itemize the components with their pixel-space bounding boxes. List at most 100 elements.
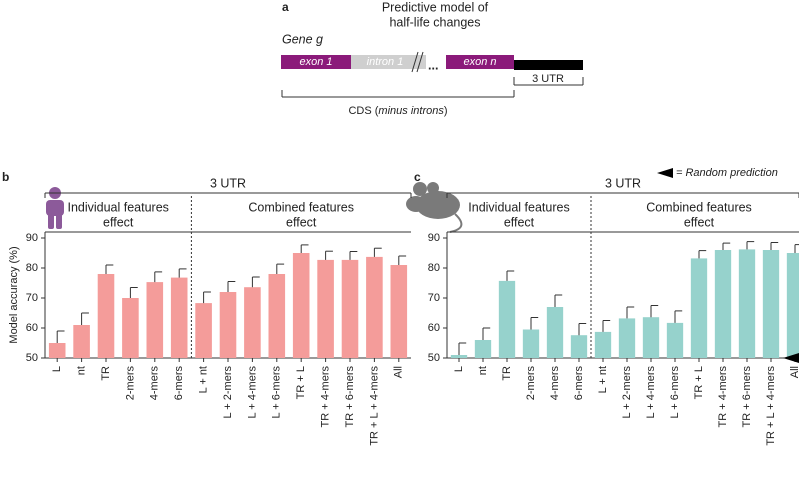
intron-label: intron 1 [367, 56, 404, 68]
y-tick-label: 70 [26, 292, 38, 304]
y-tick-label: 90 [26, 232, 38, 244]
bar [594, 331, 612, 358]
header: 3 UTR [605, 176, 641, 190]
mouse-icon [406, 182, 463, 233]
panel-label: b [2, 170, 9, 184]
diagram-title: Predictive model of [382, 0, 489, 14]
utr-label: 3 UTR [532, 73, 564, 85]
break [416, 51, 424, 73]
x-tick-label: nt [477, 366, 489, 375]
cds-label: CDS (minus introns) [348, 105, 447, 117]
group-title: Individual features [67, 200, 168, 214]
bar [97, 274, 115, 358]
x-tick-label: 6-mers [173, 366, 185, 401]
intron [351, 55, 426, 69]
bar [390, 265, 408, 358]
group-title: Individual features [468, 200, 569, 214]
x-tick-label: L + 4-mers [246, 366, 258, 419]
x-tick-label: TR + 4-mers [320, 366, 332, 428]
x-tick-label: TR + 4-mers [717, 366, 729, 428]
bar [292, 253, 310, 358]
bar [317, 259, 334, 358]
random-marker [783, 353, 799, 363]
x-tick-label: All [393, 366, 405, 378]
bar [570, 335, 588, 358]
y-tick-label: 80 [26, 262, 38, 274]
x-tick-label: TR + 6-mers [741, 366, 753, 428]
bar [618, 318, 636, 358]
x-tick-label: L + 6-mers [669, 366, 681, 419]
group-title: effect [684, 215, 715, 229]
bar [786, 253, 799, 358]
utr [514, 60, 583, 70]
bar [498, 280, 516, 358]
x-tick-label: TR + L [693, 366, 705, 399]
x-tick-label: L + nt [198, 366, 210, 393]
y-tick-label: 90 [428, 232, 440, 244]
bar [522, 329, 540, 358]
bar [474, 340, 492, 358]
bar [546, 307, 564, 358]
exon-label: exon n [463, 56, 496, 68]
bar [146, 282, 164, 358]
header: 3 UTR [210, 176, 246, 190]
bar [714, 250, 732, 358]
exon [446, 55, 514, 69]
y-tick-label: 50 [26, 352, 38, 364]
group-title: Combined features [646, 200, 752, 214]
bar [219, 292, 237, 358]
y-tick-label: 50 [428, 352, 440, 364]
diagram-title: half-life changes [389, 15, 480, 29]
bar [690, 258, 708, 358]
x-tick-label: TR + 6-mers [344, 366, 356, 428]
bar [341, 259, 359, 358]
x-tick-label: 4-mers [149, 366, 161, 401]
group-title: Combined features [248, 200, 354, 214]
x-tick-label: 2-mers [525, 366, 537, 401]
x-tick-label: TR + L [295, 366, 307, 399]
y-axis-label: Model accuracy (%) [8, 246, 20, 343]
x-tick-label: L + 6-mers [271, 366, 283, 419]
break [411, 51, 419, 73]
exon [281, 55, 351, 69]
bar [666, 322, 684, 358]
legend-label: = Random prediction [676, 167, 778, 179]
bar [450, 355, 468, 358]
x-tick-label: TR + L + 4-mers [765, 366, 777, 446]
x-tick-label: L [453, 366, 465, 372]
x-tick-label: L + nt [597, 366, 609, 393]
y-tick-label: 60 [428, 322, 440, 334]
x-tick-label: nt [76, 366, 88, 375]
x-tick-label: 4-mers [549, 366, 561, 401]
x-tick-label: L + 4-mers [645, 366, 657, 419]
x-tick-label: All [789, 366, 799, 378]
group-title: effect [103, 215, 134, 229]
bar [762, 250, 780, 358]
bar [366, 256, 383, 358]
bar [195, 303, 212, 358]
x-tick-label: 6-mers [573, 366, 585, 401]
x-tick-label: L [51, 366, 63, 372]
y-tick-label: 70 [428, 292, 440, 304]
bar [73, 325, 90, 358]
group-title: effect [504, 215, 535, 229]
bar [170, 277, 188, 358]
panel-label: a [282, 0, 289, 14]
bar [268, 274, 286, 358]
x-tick-label: TR [501, 366, 513, 381]
x-tick-label: 2-mers [124, 366, 136, 401]
bar [122, 298, 139, 358]
x-tick-label: L + 2-mers [222, 366, 234, 419]
random-arrow [657, 168, 673, 178]
x-tick-label: TR + L + 4-mers [368, 366, 380, 446]
bar [738, 249, 756, 358]
y-tick-label: 60 [26, 322, 38, 334]
panel-label: c [414, 170, 421, 184]
bar [48, 343, 66, 358]
x-tick-label: L + 2-mers [621, 366, 633, 419]
exon-label: exon 1 [299, 56, 332, 68]
y-tick-label: 80 [428, 262, 440, 274]
bar [244, 287, 261, 358]
